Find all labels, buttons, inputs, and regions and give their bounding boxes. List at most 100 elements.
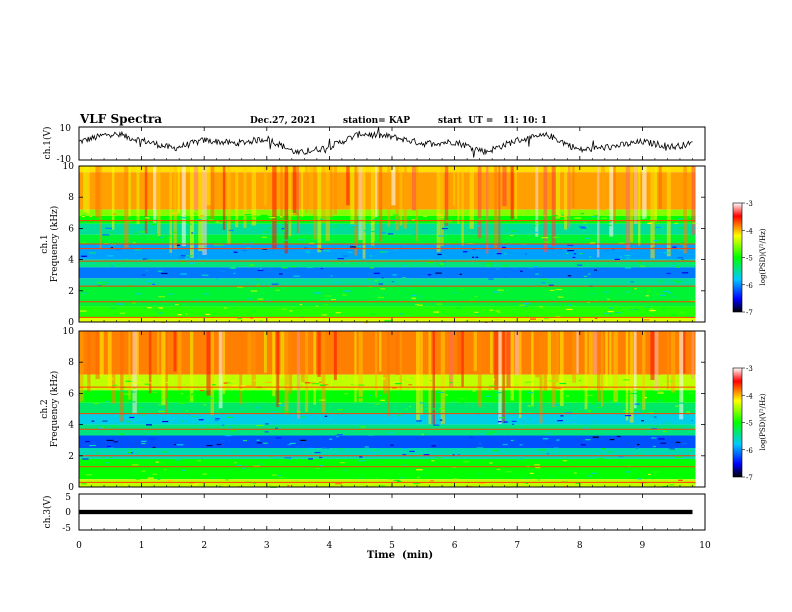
spectrogram-speckle [641, 227, 645, 229]
spectrogram-speckle [302, 284, 306, 287]
spectrogram-streak [370, 166, 375, 246]
spectrogram-speckle [180, 217, 187, 219]
spectrogram-speckle [655, 222, 660, 225]
spectrogram-speckle [155, 461, 159, 463]
spectrogram-speckle [205, 313, 210, 316]
spectrogram-speckle [491, 379, 495, 381]
spectrogram-speckle [663, 290, 669, 293]
spectrogram-speckle [198, 419, 204, 421]
spectrogram-streak [333, 331, 337, 381]
spectrogram-speckle [184, 215, 190, 217]
spectrogram-speckle [398, 296, 402, 298]
spectrogram-speckle [607, 310, 614, 313]
spectrogram-speckle [419, 295, 422, 297]
spectrogram-speckle [366, 459, 373, 461]
freq-tick-label: 2 [68, 452, 74, 462]
ch1-ytick-top: 10 [60, 124, 72, 134]
spectrogram-speckle [498, 417, 505, 419]
spectrogram-speckle [295, 480, 298, 482]
spectrogram-band [79, 317, 696, 322]
spectrogram-speckle [409, 450, 415, 453]
spectrogram-streak [358, 166, 363, 241]
spectrogram-speckle [144, 259, 151, 261]
spectrogram-speckle [433, 301, 436, 303]
spectrogram-speckle [232, 451, 238, 453]
spectrogram-speckle [567, 249, 575, 252]
ch1-spectrogram-ylabel-channel: ch.1 [40, 234, 50, 253]
spectrogram-speckle [489, 431, 497, 433]
spectrogram-speckle [436, 264, 442, 266]
spectrogram-speckle [82, 255, 86, 258]
spectrogram-streak [584, 331, 588, 410]
spectrogram-speckle [477, 225, 481, 227]
spectrogram-speckle [445, 221, 453, 223]
spectrogram-speckle [658, 280, 664, 282]
spectrogram-speckle [192, 317, 196, 319]
spectrogram-speckle [427, 261, 435, 263]
spectrogram-speckle [85, 440, 90, 443]
spectrogram-speckle [649, 308, 654, 310]
spectrogram-streak [296, 166, 299, 234]
spectrogram-speckle [109, 456, 113, 459]
spectrogram-speckle [254, 278, 258, 281]
spectrogram-speckle [567, 244, 574, 247]
spectrogram-speckle [388, 478, 393, 480]
spectrogram-streak [161, 331, 166, 406]
spectrogram-speckle [380, 288, 386, 290]
spectrogram-speckle [580, 444, 586, 446]
spectrogram-speckle [436, 303, 443, 305]
spectrogram-speckle [405, 408, 408, 410]
spectrogram-speckle [157, 462, 164, 464]
spectrogram-speckle [649, 309, 656, 312]
spectrogram-speckle [429, 480, 435, 482]
spectrogram-speckle [400, 477, 405, 479]
spectrogram-streak [120, 331, 124, 422]
spectrogram-speckle [571, 401, 576, 403]
spectrogram-speckle [566, 308, 573, 311]
spectrogram-speckle [634, 403, 640, 405]
date-label: Dec.27, 2021 [250, 116, 316, 126]
spectrogram-speckle [644, 217, 648, 219]
spectrogram-speckle [525, 482, 528, 485]
spectrogram-speckle [323, 250, 330, 252]
spectrogram-streak [198, 166, 203, 252]
spectrogram-speckle [173, 443, 176, 446]
spectrogram-speckle [375, 403, 380, 405]
spectrogram-speckle [200, 458, 203, 460]
spectrogram-speckle [133, 226, 140, 228]
spectrogram-speckle [252, 215, 258, 217]
spectrogram-speckle [488, 388, 492, 390]
spectrogram-speckle [678, 248, 684, 250]
spectrogram-speckle [142, 258, 148, 260]
spectrogram-speckle [250, 317, 253, 319]
spectrogram-speckle [132, 387, 137, 389]
spectrogram-speckle [158, 307, 163, 309]
spectrogram-streak [555, 166, 561, 219]
spectrogram-speckle [596, 407, 602, 409]
spectrogram-speckle [492, 291, 499, 293]
spectrogram-speckle [524, 381, 532, 383]
spectrogram-speckle [125, 421, 131, 423]
spectrogram-speckle [565, 395, 570, 397]
spectrogram-streak [444, 166, 449, 226]
spectrogram-speckle [106, 255, 114, 257]
spectrogram-speckle [236, 456, 240, 459]
spectrogram-speckle [667, 292, 671, 294]
spectrogram-speckle [457, 454, 461, 456]
spectrogram-streak [83, 166, 88, 213]
spectrogram-speckle [445, 485, 449, 488]
spectrogram-speckle [186, 238, 190, 240]
spectrogram-speckle [298, 236, 305, 238]
spectrogram-speckle [301, 467, 304, 469]
spectrogram-speckle [124, 393, 131, 395]
spectrogram-speckle [692, 222, 699, 224]
spectrogram-speckle [637, 443, 640, 446]
spectrogram-speckle [110, 231, 113, 234]
spectrogram-speckle [268, 396, 274, 399]
spectrogram-streak [650, 331, 655, 380]
spectrogram-speckle [505, 471, 512, 473]
spectrogram-speckle [407, 219, 414, 221]
spectrogram-speckle [462, 251, 468, 253]
spectrogram-speckle [581, 221, 584, 223]
spectrogram-speckle [624, 415, 632, 417]
